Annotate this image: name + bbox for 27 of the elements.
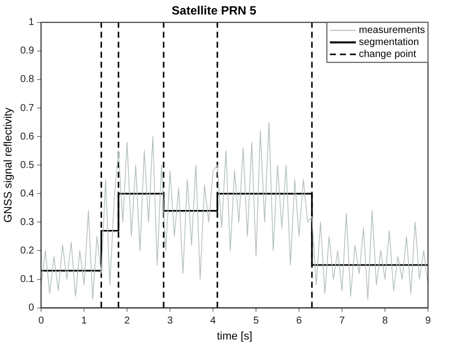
y-tick-label: 1 — [28, 17, 35, 28]
y-tick-label: 0.8 — [20, 74, 35, 86]
y-tick-label: 0.1 — [20, 274, 35, 286]
x-tick-label: 9 — [425, 316, 432, 327]
x-tick-label: 0 — [38, 316, 44, 327]
x-tick-label: 5 — [253, 316, 260, 327]
y-tick-label: 0.9 — [20, 46, 35, 57]
y-axis-title: GNSS signal reflectivity — [2, 107, 15, 223]
x-tick-label: 6 — [296, 316, 302, 327]
chart-title: Satellite PRN 5 — [172, 4, 257, 18]
y-tick-label: 0 — [28, 302, 35, 314]
x-tick-label: 8 — [382, 316, 388, 327]
y-tick-label: 0.3 — [20, 216, 35, 228]
x-tick-label: 4 — [210, 316, 216, 327]
legend-label: measurements — [358, 25, 426, 36]
y-tick-label: 0.5 — [20, 160, 35, 171]
y-tick-label: 0.4 — [20, 188, 35, 200]
legend-label: segmentation — [358, 37, 419, 48]
y-tick-label: 0.6 — [20, 131, 35, 142]
y-tick-label: 0.7 — [20, 102, 35, 114]
x-axis-title: time [s] — [216, 330, 252, 342]
x-tick-label: 3 — [167, 316, 174, 327]
legend-label: change point — [358, 49, 416, 60]
x-tick-label: 1 — [81, 316, 88, 327]
x-tick-label: 2 — [124, 316, 130, 327]
x-tick-label: 7 — [339, 316, 346, 327]
y-tick-label: 0.2 — [20, 245, 35, 256]
